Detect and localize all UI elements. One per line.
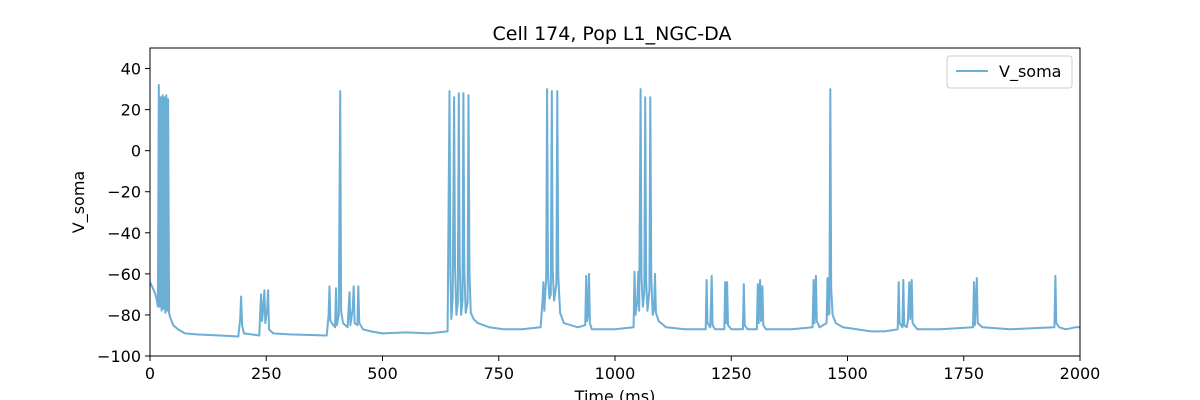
x-axis-label: Time (ms): [574, 387, 656, 400]
x-tick-label: 1250: [711, 364, 752, 383]
x-tick-label: 0: [145, 364, 155, 383]
y-tick-label: −60: [107, 265, 141, 284]
x-tick-label: 1750: [943, 364, 984, 383]
legend-label-v-soma: V_soma: [999, 62, 1061, 82]
legend: V_soma: [946, 55, 1073, 89]
legend-box: [946, 55, 1073, 89]
x-tick-label: 2000: [1060, 364, 1101, 383]
y-tick-label: 40: [121, 60, 141, 79]
chart-title: Cell 174, Pop L1_NGC-DA: [493, 23, 732, 45]
y-axis-label: V_soma: [69, 171, 89, 233]
series-v-soma-line: [150, 84, 1080, 338]
y-tick-label: 20: [121, 101, 141, 120]
y-tick-label: −40: [107, 224, 141, 243]
y-tick-label: −100: [97, 347, 141, 366]
plot-area: [149, 47, 1081, 357]
x-tick-label: 1000: [595, 364, 636, 383]
plot-frame: [149, 47, 1081, 357]
x-tick-label: 500: [367, 364, 398, 383]
y-axis: −100 −80 −60 −40 −20 0 20 40: [97, 60, 150, 366]
y-tick-label: −20: [107, 183, 141, 202]
x-tick-label: 1500: [827, 364, 868, 383]
y-tick-label: −80: [107, 306, 141, 325]
y-tick-label: 0: [131, 142, 141, 161]
x-axis: 0 250 500 750 1000 1250 1500 1750 2000: [145, 356, 1100, 383]
x-tick-label: 750: [483, 364, 514, 383]
x-tick-label: 250: [251, 364, 282, 383]
